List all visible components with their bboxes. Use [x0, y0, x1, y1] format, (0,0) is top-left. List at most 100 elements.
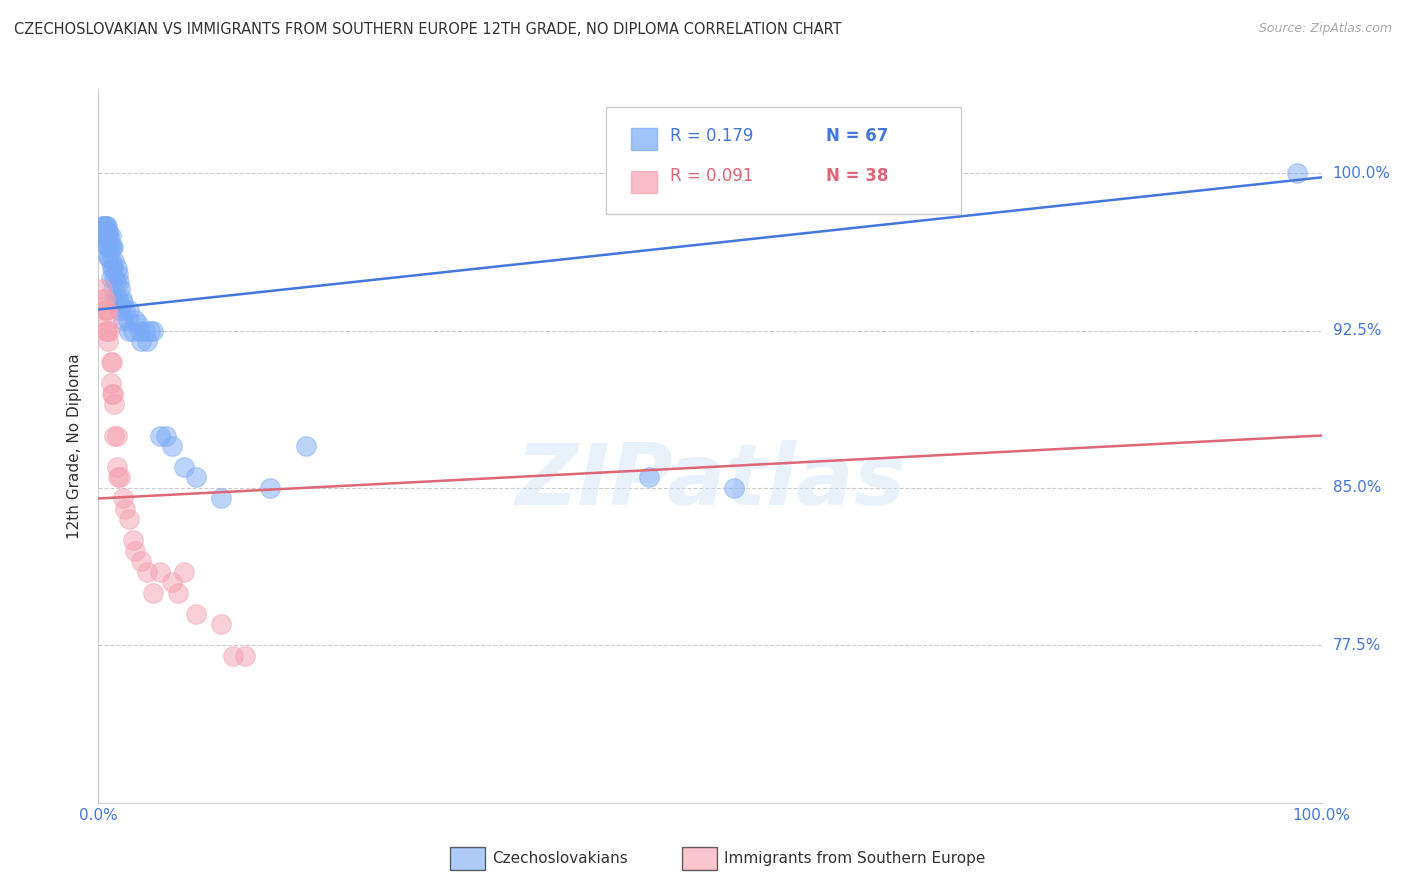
Point [155, 428, 177, 442]
Point [134, 324, 156, 338]
Point [100, 254, 122, 268]
Point [149, 428, 172, 442]
Point [100, 239, 122, 253]
Point [209, 491, 232, 506]
Point [105, 428, 128, 442]
Point [93, 225, 115, 239]
Point [103, 271, 125, 285]
Point [173, 460, 195, 475]
Point [108, 275, 131, 289]
Point [111, 491, 134, 506]
Point [94, 219, 117, 233]
Point [101, 260, 124, 275]
Text: 85.0%: 85.0% [1333, 481, 1381, 495]
Point [93, 302, 115, 317]
Point [107, 267, 129, 281]
Point [97, 225, 120, 239]
Point [139, 324, 162, 338]
Point [94, 233, 117, 247]
Point [103, 397, 125, 411]
Point [100, 271, 122, 285]
Point [100, 355, 122, 369]
FancyBboxPatch shape [630, 128, 658, 150]
Point [136, 334, 159, 348]
Point [723, 481, 745, 495]
Point [91, 282, 114, 296]
Text: Immigrants from Southern Europe: Immigrants from Southern Europe [724, 852, 986, 866]
Point [98, 324, 121, 338]
Point [107, 470, 129, 484]
Point [114, 302, 136, 317]
Point [103, 292, 125, 306]
Point [91, 219, 114, 233]
Point [222, 648, 245, 663]
Point [105, 460, 128, 475]
Point [93, 219, 115, 233]
Point [101, 386, 124, 401]
Text: 77.5%: 77.5% [1333, 638, 1381, 653]
Point [97, 250, 120, 264]
Point [96, 324, 118, 338]
Point [97, 334, 120, 348]
Point [94, 302, 117, 317]
Point [118, 324, 141, 338]
Point [100, 229, 122, 244]
Point [129, 334, 152, 348]
Point [103, 254, 125, 268]
Point [160, 575, 183, 590]
Point [105, 260, 128, 275]
Point [637, 470, 661, 484]
Text: Source: ZipAtlas.com: Source: ZipAtlas.com [1258, 22, 1392, 36]
Text: 92.5%: 92.5% [1333, 323, 1381, 338]
Point [110, 302, 132, 317]
Point [111, 313, 134, 327]
Text: Czechoslovakians: Czechoslovakians [492, 852, 628, 866]
Point [101, 260, 124, 275]
Point [142, 324, 165, 338]
Point [121, 324, 143, 338]
Point [104, 275, 127, 289]
Point [94, 229, 117, 244]
Point [93, 292, 115, 306]
Point [149, 565, 172, 579]
Point [93, 225, 115, 239]
Point [103, 428, 125, 442]
Point [121, 533, 143, 548]
Point [114, 502, 136, 516]
Text: R = 0.179: R = 0.179 [669, 127, 754, 145]
Point [124, 313, 146, 327]
Point [129, 554, 152, 568]
Text: ZIPatlas: ZIPatlas [515, 440, 905, 524]
Point [117, 313, 139, 327]
Point [96, 229, 118, 244]
Point [110, 282, 132, 296]
FancyBboxPatch shape [630, 170, 658, 193]
Point [94, 225, 117, 239]
Point [96, 219, 118, 233]
Text: 100.0%: 100.0% [1333, 166, 1391, 181]
Point [111, 292, 134, 306]
Point [1286, 166, 1309, 180]
Point [101, 282, 124, 296]
Point [105, 292, 128, 306]
Point [118, 302, 141, 317]
Point [94, 324, 117, 338]
Point [233, 648, 256, 663]
Point [186, 470, 208, 484]
Point [98, 239, 121, 253]
Point [101, 355, 124, 369]
Point [101, 239, 124, 253]
Point [98, 229, 121, 244]
Point [96, 302, 118, 317]
Point [100, 376, 122, 390]
Point [295, 439, 318, 453]
Point [167, 586, 190, 600]
Y-axis label: 12th Grade, No Diploma: 12th Grade, No Diploma [67, 353, 83, 539]
Point [124, 544, 146, 558]
Point [107, 292, 129, 306]
Point [259, 481, 281, 495]
Point [101, 386, 124, 401]
Point [97, 239, 120, 253]
Point [127, 318, 149, 332]
Point [91, 225, 114, 239]
